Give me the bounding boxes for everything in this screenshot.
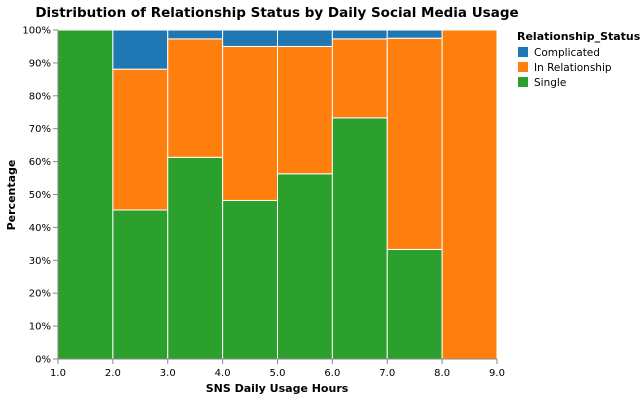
y-tick-label: 80% [29,91,51,102]
legend-label-single: Single [534,77,566,89]
bar-segment-complicated-2 [112,29,169,70]
y-tick-label: 50% [29,190,51,201]
bar-segment-single-6 [331,117,388,360]
bar-segment-in-relationship-2 [112,68,169,211]
y-tick-label: 100% [22,26,51,37]
bar-segment-single-5 [277,173,333,360]
legend-swatch-in-relationship [518,62,528,72]
bar-segment-in-relationship-3 [167,38,224,158]
x-tick-label: 6.0 [324,368,340,379]
x-tick-label: 5.0 [270,368,286,379]
legend-swatch-single [518,77,528,87]
legend-swatch-complicated [518,47,528,57]
bar-segment-complicated-5 [277,29,333,47]
x-tick-label: 9.0 [489,368,505,379]
y-tick-label: 40% [29,223,51,234]
x-axis-title: SNS Daily Usage Hours [206,382,349,395]
y-tick-label: 70% [29,124,51,135]
bar-segment-complicated-6 [331,29,388,40]
x-tick-label: 7.0 [379,368,395,379]
y-tick-label: 60% [29,157,51,168]
bar-segment-in-relationship-7 [386,37,443,250]
bar-segment-single-4 [222,199,278,360]
y-axis: 0% 10% 20% 30% 40% 50% 60% 70% 80% 90% 100% [22,26,59,366]
bar-segment-in-relationship-6 [331,38,388,119]
x-tick-label: 8.0 [434,368,450,379]
y-axis-title: Percentage [5,160,18,231]
bar-segment-in-relationship-8 [441,29,498,360]
x-tick-label: 1.0 [50,368,66,379]
legend: Relationship_Status Complicated In Relati… [517,30,640,89]
bar-segment-in-relationship-5 [277,45,333,175]
legend-label-in-relationship: In Relationship [534,62,612,74]
x-tick-label: 3.0 [160,368,176,379]
y-tick-label: 10% [29,322,51,333]
x-tick-label: 4.0 [215,368,231,379]
bar-segment-complicated-3 [167,29,224,40]
legend-label-complicated: Complicated [534,47,600,59]
bar-segment-single-1 [57,29,114,360]
x-axis: 1.0 2.0 3.0 4.0 5.0 6.0 7.0 8.0 9.0 [50,358,505,379]
y-tick-label: 30% [29,256,51,267]
bar-segment-single-7 [386,248,443,360]
legend-title: Relationship_Status [517,30,640,43]
bar-segment-in-relationship-4 [222,45,278,201]
bar-segment-single-2 [112,209,169,360]
y-tick-label: 20% [29,289,51,300]
y-tick-label: 0% [35,355,51,366]
bar-segment-complicated-4 [222,29,278,47]
bar-segment-complicated-7 [386,29,443,39]
bars-layer [57,29,498,360]
bar-segment-single-3 [167,156,224,360]
x-tick-label: 2.0 [105,368,121,379]
y-tick-label: 90% [29,58,51,69]
chart-title: Distribution of Relationship Status by D… [35,5,518,21]
